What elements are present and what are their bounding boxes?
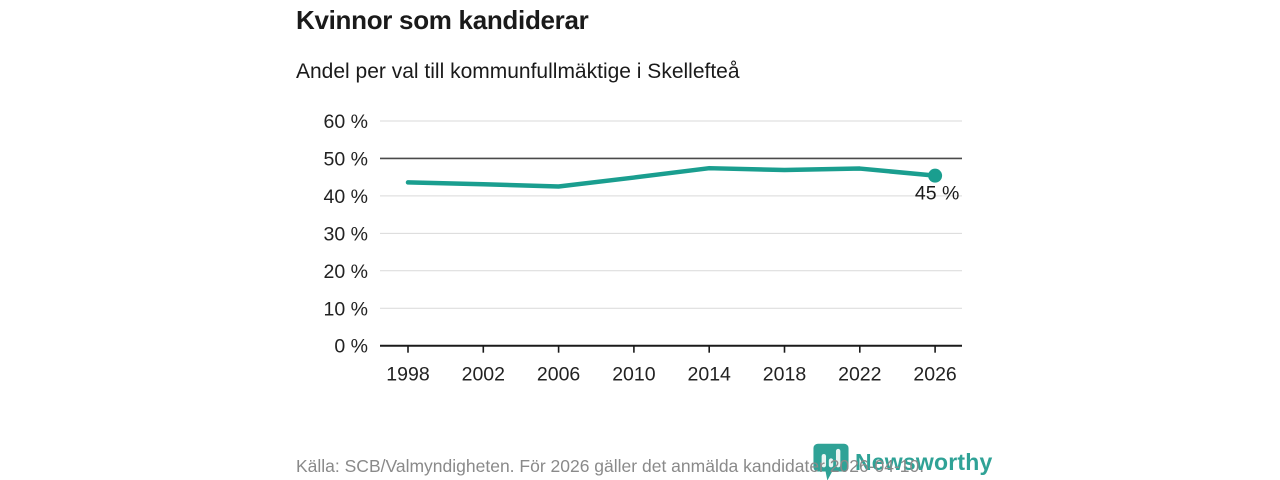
svg-text:1998: 1998 [386,364,429,386]
svg-text:10 %: 10 % [324,298,368,320]
svg-text:2022: 2022 [838,364,881,386]
svg-text:60 %: 60 % [324,111,368,133]
page-title: Kvinnor som kandiderar [296,5,589,35]
chart-subtitle: Andel per val till kommunfullmäktige i S… [296,60,740,83]
svg-text:30 %: 30 % [324,223,368,245]
svg-text:2006: 2006 [537,364,580,386]
newsworthy-logo: Newsworthy [812,442,992,480]
svg-text:2002: 2002 [462,364,505,386]
svg-text:50 %: 50 % [324,148,368,170]
svg-text:2014: 2014 [688,364,732,386]
svg-text:2010: 2010 [612,364,656,386]
newsworthy-brand-text: Newsworthy [855,448,993,475]
svg-text:20 %: 20 % [324,261,368,283]
svg-text:45 %: 45 % [915,183,959,205]
source-note: Källa: SCB/Valmyndigheten. För 2026 gäll… [296,456,925,476]
svg-text:40 %: 40 % [324,186,368,208]
svg-text:2018: 2018 [763,364,806,386]
svg-text:2026: 2026 [913,364,956,386]
line-chart-canvas: 0 % 10 % 20 % 30 % 40 % 50 % 60 % 1998 2002 2006 2… [324,111,962,386]
bar-chart-bubble-icon [813,443,849,480]
svg-text:0 %: 0 % [334,336,368,358]
